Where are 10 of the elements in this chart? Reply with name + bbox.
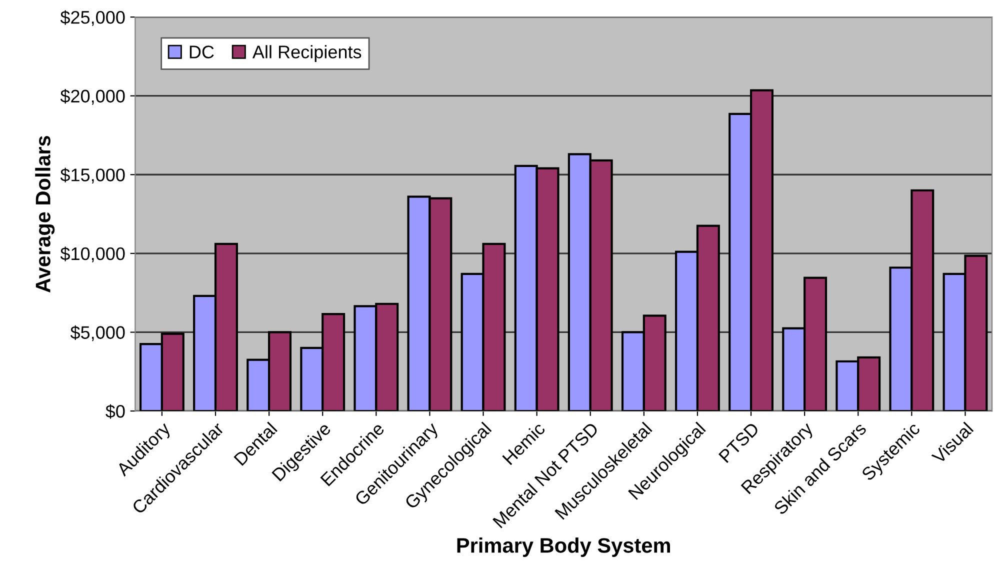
x-axis-title: Primary Body System [457, 538, 670, 557]
y-tick-label: $10,000 [60, 246, 125, 262]
y-axis-title: Average Dollars [35, 136, 55, 292]
y-tick-label: $15,000 [60, 168, 125, 184]
legend-label: All Recipients [252, 45, 362, 62]
y-tick-label: $25,000 [60, 10, 125, 26]
y-tick-label: $5,000 [70, 325, 125, 342]
y-tick-label: $0 [106, 404, 125, 419]
legend-label: DC [190, 46, 214, 58]
y-tick-label: $20,000 [60, 89, 125, 105]
